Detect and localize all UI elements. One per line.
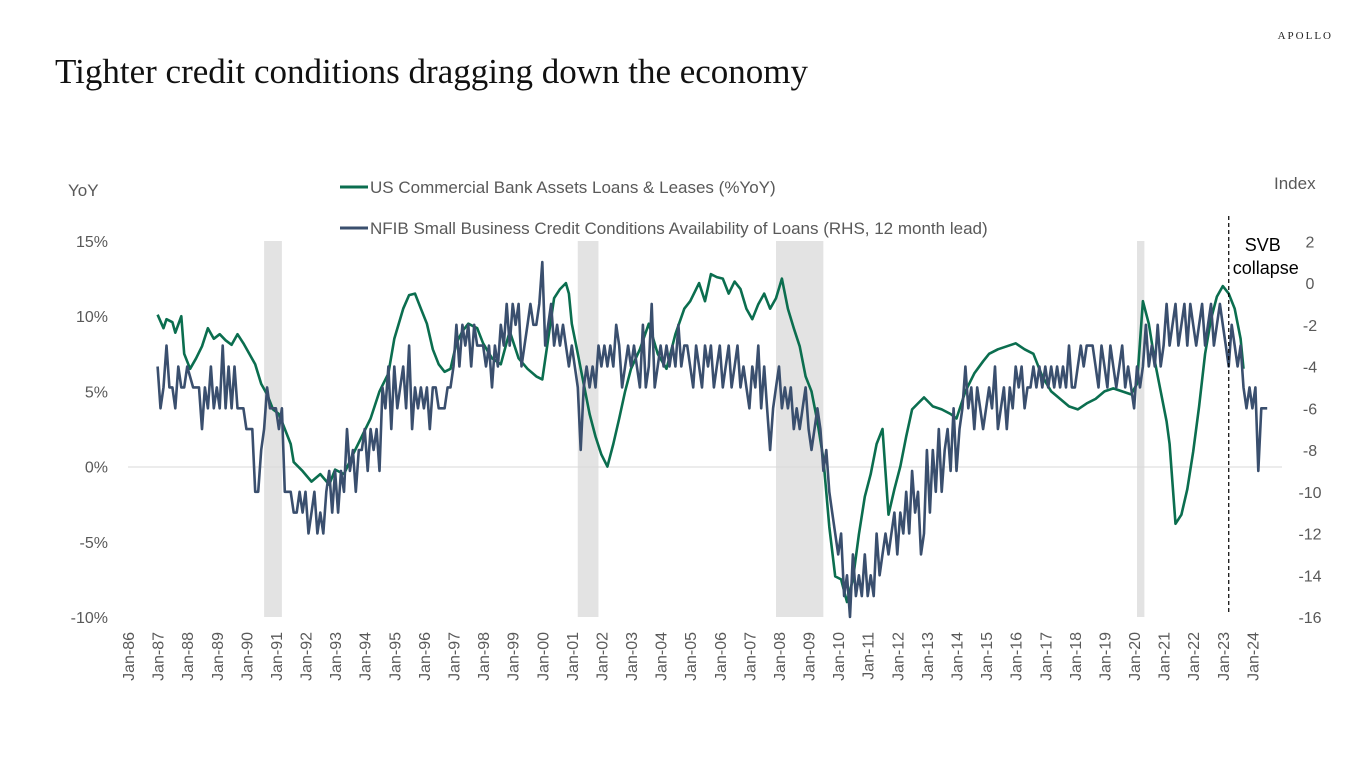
legend-label-loans: US Commercial Bank Assets Loans & Leases… <box>370 178 776 197</box>
x-tick-label: Jan-07 <box>742 632 759 681</box>
x-tick-label: Jan-22 <box>1186 632 1203 681</box>
series-line-loans <box>156 272 1245 604</box>
svb-annotation-line1: SVB <box>1245 235 1281 255</box>
right-tick-label: -6 <box>1303 401 1317 418</box>
series-layer <box>156 260 1268 619</box>
x-tick-label: Jan-23 <box>1216 632 1233 681</box>
right-tick-label: 0 <box>1306 276 1315 293</box>
left-axis-ticks: 15% 10% 5% 0% -5% -10% <box>71 234 108 627</box>
x-tick-label: Jan-89 <box>210 632 227 681</box>
x-tick-label: Jan-02 <box>594 632 611 681</box>
x-tick-label: Jan-04 <box>654 632 671 681</box>
x-tick-label: Jan-15 <box>979 632 996 681</box>
left-tick-label: 0% <box>85 460 108 477</box>
x-tick-label: Jan-10 <box>831 632 848 681</box>
x-tick-label: Jan-13 <box>920 632 937 681</box>
x-tick-label: Jan-16 <box>1009 632 1026 681</box>
x-tick-label: Jan-03 <box>624 632 641 681</box>
x-tick-label: Jan-90 <box>239 632 256 681</box>
x-tick-label: Jan-99 <box>506 632 523 681</box>
chart-title: Tighter credit conditions dragging down … <box>55 52 809 91</box>
x-tick-label: Jan-98 <box>476 632 493 681</box>
recession-bands <box>264 241 1145 617</box>
x-tick-label: Jan-18 <box>1068 632 1085 681</box>
right-tick-label: -2 <box>1303 318 1317 335</box>
right-axis-ticks: 2 0 -2 -4 -6 -8 -10 -12 -14 -16 <box>1298 234 1321 627</box>
left-tick-label: -5% <box>80 535 108 552</box>
left-tick-label: 10% <box>76 309 108 326</box>
right-tick-label: -8 <box>1303 443 1317 460</box>
x-tick-label: Jan-06 <box>713 632 730 681</box>
x-tick-label: Jan-88 <box>180 632 197 681</box>
x-axis-ticks: Jan-86 Jan-87 Jan-88 Jan-89 Jan-90 Jan-91 Jan-… <box>121 632 1262 681</box>
x-tick-label: Jan-95 <box>387 632 404 681</box>
x-tick-label: Jan-91 <box>269 632 286 681</box>
right-tick-label: -10 <box>1298 485 1321 502</box>
right-tick-label: 2 <box>1306 234 1315 251</box>
right-tick-label: -12 <box>1298 527 1321 544</box>
x-tick-label: Jan-09 <box>802 632 819 681</box>
svb-annotation-line2: collapse <box>1233 258 1299 278</box>
recession-band <box>264 241 282 617</box>
right-tick-label: -4 <box>1303 360 1317 377</box>
x-tick-label: Jan-01 <box>565 632 582 681</box>
x-tick-label: Jan-93 <box>328 632 345 681</box>
x-tick-label: Jan-87 <box>151 632 168 681</box>
x-tick-label: Jan-00 <box>535 632 552 681</box>
x-tick-label: Jan-86 <box>121 632 138 681</box>
x-tick-label: Jan-92 <box>299 632 316 681</box>
x-tick-label: Jan-12 <box>890 632 907 681</box>
x-tick-label: Jan-20 <box>1127 632 1144 681</box>
left-axis-label: YoY <box>68 181 99 200</box>
x-tick-label: Jan-96 <box>417 632 434 681</box>
right-tick-label: -16 <box>1298 610 1321 627</box>
left-tick-label: 15% <box>76 234 108 251</box>
legend: US Commercial Bank Assets Loans & Leases… <box>340 178 988 238</box>
x-tick-label: Jan-17 <box>1038 632 1055 681</box>
x-tick-label: Jan-05 <box>683 632 700 681</box>
right-tick-label: -14 <box>1298 568 1321 585</box>
x-tick-label: Jan-94 <box>358 632 375 681</box>
x-tick-label: Jan-24 <box>1245 632 1262 681</box>
x-tick-label: Jan-21 <box>1157 632 1174 681</box>
series-line-nfib <box>156 260 1268 619</box>
right-axis-label: Index <box>1274 174 1316 193</box>
brand-logo: APOLLO <box>1277 30 1333 42</box>
recession-band <box>1137 241 1145 617</box>
left-tick-label: 5% <box>85 384 108 401</box>
x-tick-label: Jan-19 <box>1097 632 1114 681</box>
x-tick-label: Jan-14 <box>950 632 967 681</box>
x-tick-label: Jan-97 <box>446 632 463 681</box>
left-tick-label: -10% <box>71 610 108 627</box>
x-tick-label: Jan-11 <box>861 632 878 680</box>
x-tick-label: Jan-08 <box>772 632 789 681</box>
recession-band <box>577 241 599 617</box>
legend-label-nfib: NFIB Small Business Credit Conditions Av… <box>370 219 988 238</box>
